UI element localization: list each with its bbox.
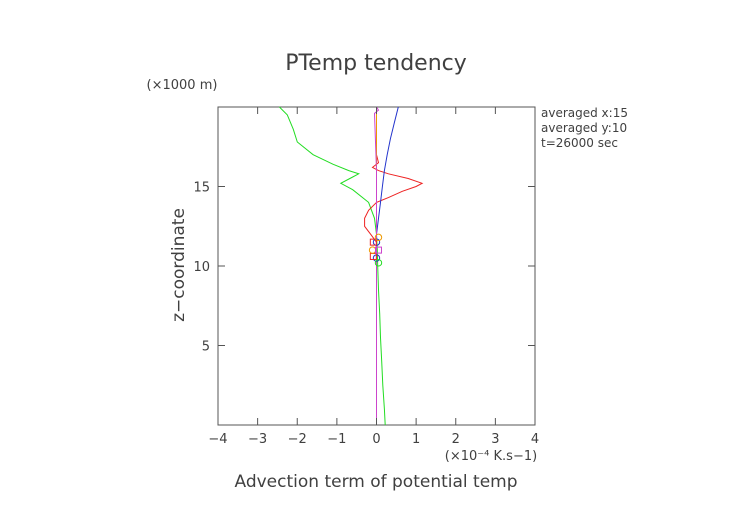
y-tick-label: 10 <box>193 260 210 275</box>
markers-group <box>368 233 383 267</box>
data-marker-square <box>369 238 377 246</box>
y-tick-label: 5 <box>202 340 210 355</box>
x-unit-label: (×10⁻⁴ K.s−1) <box>445 449 537 464</box>
annotation-text: averaged x:15 <box>541 106 628 120</box>
y-tick-label: 15 <box>193 181 210 196</box>
x-tick-label: −4 <box>208 432 227 447</box>
annotation-text: t=26000 sec <box>541 136 618 150</box>
y-axis-label: z−coordinate <box>169 208 189 322</box>
data-marker-circle <box>374 259 383 267</box>
x-tick-label: −2 <box>288 432 307 447</box>
x-axis-label: Advection term of potential temp <box>234 472 517 492</box>
series-line-red <box>364 107 424 425</box>
x-tick-label: −3 <box>248 432 267 447</box>
chart-title: PTemp tendency <box>285 51 467 76</box>
data-marker-circle <box>368 246 377 254</box>
series-line-green <box>279 106 386 426</box>
x-tick-label: 1 <box>412 432 420 447</box>
x-tick-label: 0 <box>372 432 380 447</box>
data-marker-circle <box>374 233 383 242</box>
data-marker-square <box>374 246 382 254</box>
y-unit-label: (×1000 m) <box>147 78 218 93</box>
x-tick-label: −1 <box>327 432 346 447</box>
x-tick-label: 3 <box>491 432 499 447</box>
x-tick-label: 4 <box>531 432 539 447</box>
series-line-magenta <box>373 106 380 425</box>
x-tick-label: 2 <box>452 432 460 447</box>
annotation-text: averaged y:10 <box>541 121 627 135</box>
ticks-group: −4 −3 −2 −1 0 1 2 3 4 5 10 15 <box>193 107 539 447</box>
series-group <box>279 106 424 426</box>
